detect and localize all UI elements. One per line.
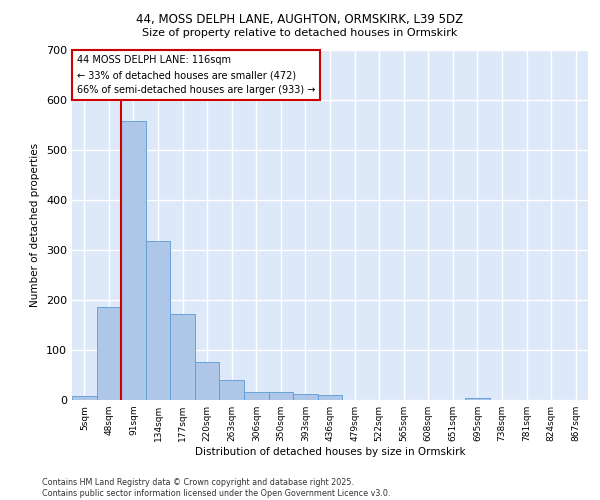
- Bar: [170, 314, 195, 400]
- Bar: [72, 396, 97, 400]
- Text: 44 MOSS DELPH LANE: 116sqm
← 33% of detached houses are smaller (472)
66% of sem: 44 MOSS DELPH LANE: 116sqm ← 33% of deta…: [77, 56, 316, 95]
- Bar: [220, 380, 244, 400]
- Bar: [121, 121, 146, 400]
- Bar: [465, 398, 490, 400]
- Bar: [146, 241, 170, 400]
- Text: Contains HM Land Registry data © Crown copyright and database right 2025.
Contai: Contains HM Land Registry data © Crown c…: [42, 478, 391, 498]
- Bar: [318, 394, 342, 400]
- Bar: [269, 392, 293, 400]
- X-axis label: Distribution of detached houses by size in Ormskirk: Distribution of detached houses by size …: [194, 447, 466, 457]
- Bar: [244, 392, 269, 400]
- Bar: [293, 394, 318, 400]
- Text: 44, MOSS DELPH LANE, AUGHTON, ORMSKIRK, L39 5DZ: 44, MOSS DELPH LANE, AUGHTON, ORMSKIRK, …: [136, 12, 464, 26]
- Bar: [195, 362, 220, 400]
- Bar: [97, 306, 121, 400]
- Y-axis label: Number of detached properties: Number of detached properties: [31, 143, 40, 307]
- Text: Size of property relative to detached houses in Ormskirk: Size of property relative to detached ho…: [142, 28, 458, 38]
